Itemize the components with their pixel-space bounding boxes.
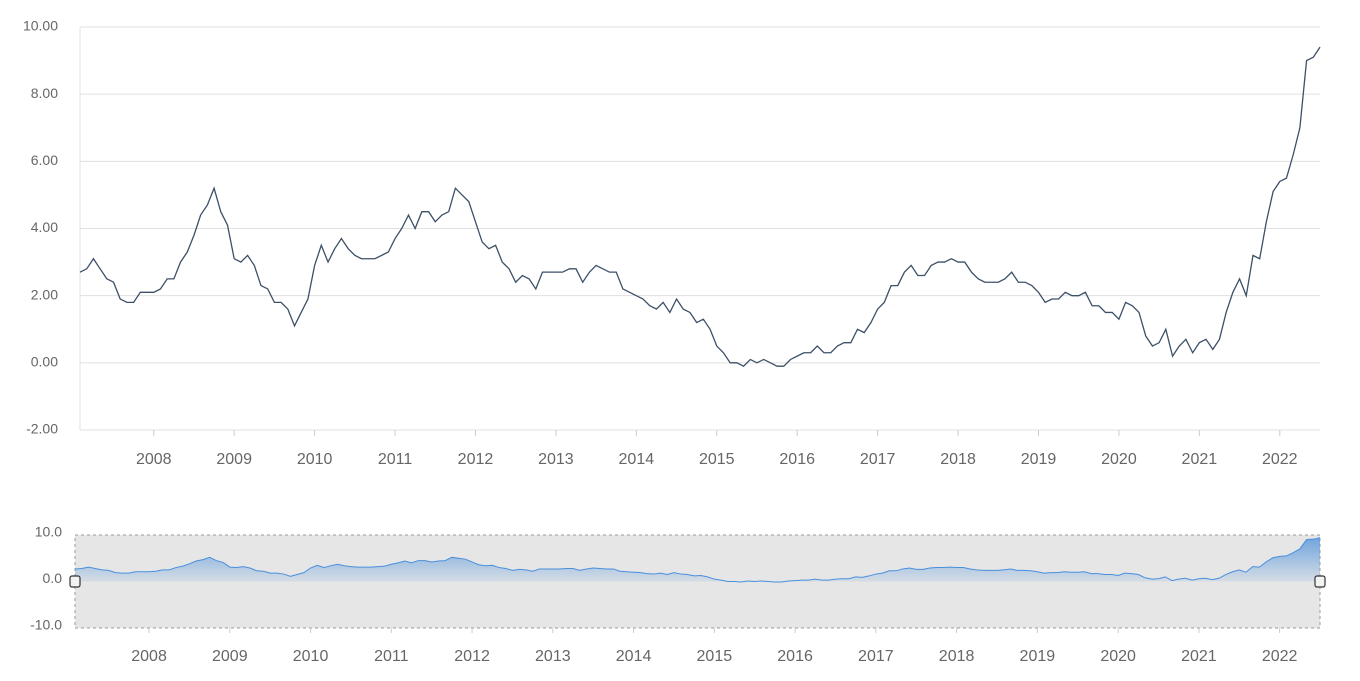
nav-x-tick-label: 2009	[212, 648, 248, 665]
x-tick-label: 2021	[1182, 451, 1218, 468]
line	[79, 46, 1321, 367]
nav-x-tick-label: 2011	[374, 648, 409, 665]
nav-y-tick-label: 10.0	[35, 524, 62, 540]
x-tick-label: 2009	[216, 451, 252, 468]
nav-x-tick-label: 2019	[1020, 648, 1056, 665]
nav-x-tick-label: 2008	[131, 648, 167, 665]
x-tick-label: 2019	[1021, 451, 1057, 468]
x-tick-label: 2010	[297, 451, 333, 468]
x-tick-label: 2017	[860, 451, 896, 468]
x-tick-label: 2022	[1262, 451, 1298, 468]
y-tick-label: 8.00	[31, 85, 58, 101]
nav-x-tick-label: 2018	[939, 648, 975, 665]
nav-x-tick-label: 2021	[1181, 648, 1217, 665]
navigator-handle[interactable]	[1314, 575, 1326, 588]
nav-x-tick-label: 2013	[535, 648, 571, 665]
x-tick-label: 2012	[458, 451, 494, 468]
nav-y-tick-label: 0.0	[43, 570, 63, 586]
x-tick-label: 2016	[779, 451, 815, 468]
nav-x-tick-label: 2015	[697, 648, 733, 665]
x-tick-label: 2008	[136, 451, 172, 468]
nav-x-tick-label: 2017	[858, 648, 894, 665]
nav-x-tick-label: 2016	[777, 648, 813, 665]
x-tick-label: 2013	[538, 451, 574, 468]
nav-x-tick-label: 2014	[616, 648, 652, 665]
x-tick-label: 2015	[699, 451, 735, 468]
nav-area	[75, 537, 1320, 582]
y-tick-label: 2.00	[31, 286, 58, 302]
main-plot: -2.00 0.00 2.00 4.00 6.00 8.00 10.00 2008 2009 20…	[23, 18, 1321, 468]
y-tick-label: -2.00	[26, 421, 58, 437]
navigator: -10.0 0.0 10.0 2008 2009 2010 2011 2012 2013 2014…	[30, 524, 1326, 665]
navigator-handle[interactable]	[69, 575, 81, 588]
x-tick-label: 2014	[619, 451, 655, 468]
nav-x-tick-label: 2022	[1262, 648, 1298, 665]
y-tick-label: 0.00	[31, 354, 58, 370]
nav-line	[74, 537, 1321, 583]
y-tick-label: 10.00	[23, 18, 58, 34]
nav-x-tick-label: 2012	[454, 648, 490, 665]
nav-x-tick-label: 2020	[1100, 648, 1136, 665]
x-tick-label: 2011	[378, 451, 413, 468]
y-tick-label: 6.00	[31, 152, 58, 168]
x-tick-label: 2018	[940, 451, 976, 468]
nav-x-tick-label: 2010	[293, 648, 329, 665]
nav-y-tick-label: -10.0	[30, 617, 62, 633]
y-tick-label: 4.00	[31, 219, 58, 235]
x-tick-label: 2020	[1101, 451, 1137, 468]
